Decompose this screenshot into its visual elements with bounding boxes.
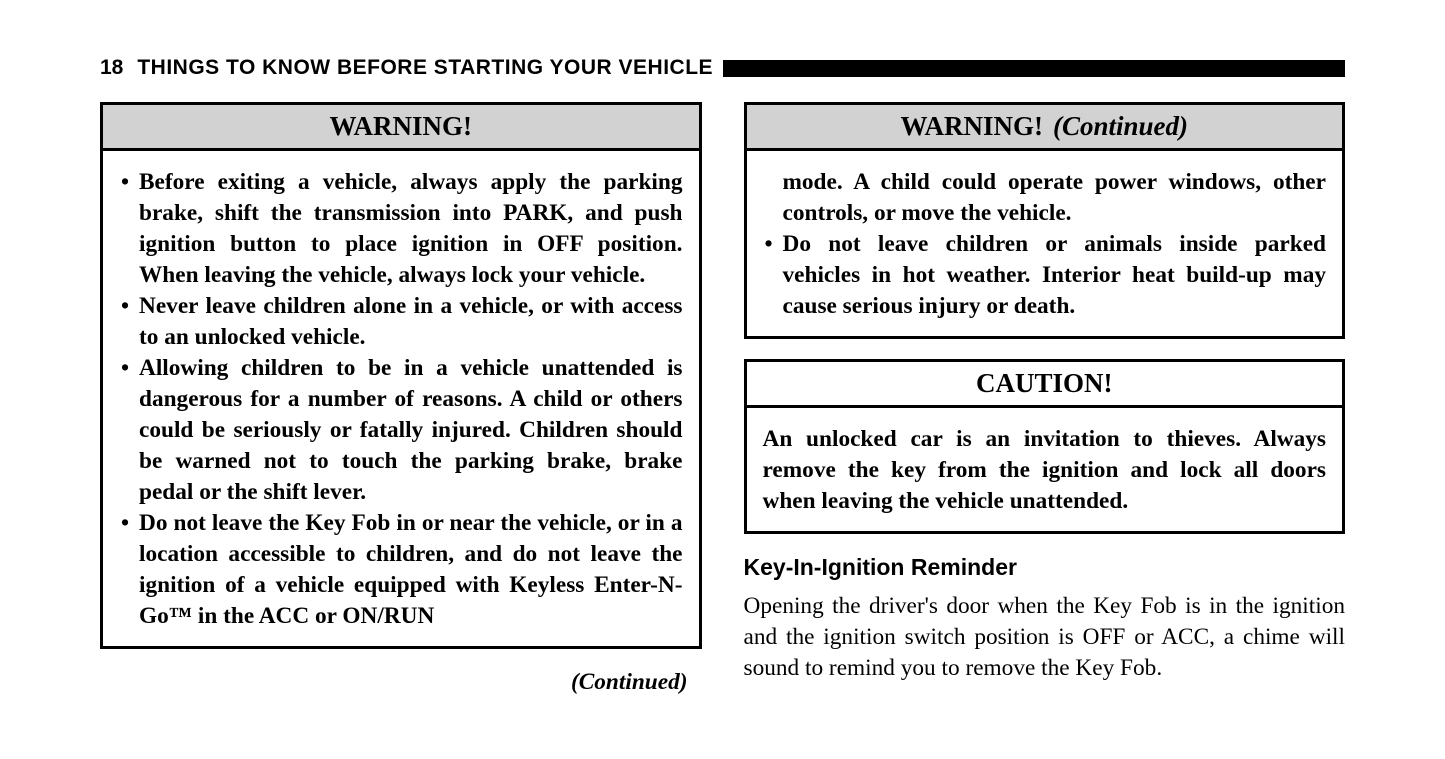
warning-list-item: Before exiting a vehicle, always apply t… (139, 167, 683, 291)
warning-continued-box: WARNING! (Continued) mode. A child could… (744, 102, 1346, 339)
header-divider-bar (723, 60, 1345, 77)
warning-continued-body: mode. A child could operate power window… (747, 151, 1343, 336)
warning-continuation-text: mode. A child could operate power window… (763, 167, 1327, 229)
warning-list-item: Allowing children to be in a vehicle una… (139, 353, 683, 508)
subsection-body: Opening the driver's door when the Key F… (744, 591, 1346, 684)
page-container: 18 THINGS TO KNOW BEFORE STARTING YOUR V… (0, 0, 1445, 716)
two-column-layout: WARNING! Before exiting a vehicle, alway… (100, 102, 1345, 696)
caution-box-header: CAUTION! (747, 362, 1343, 408)
warning-box-header: WARNING! (103, 105, 699, 151)
caution-title: CAUTION! (976, 368, 1113, 398)
warning-box-body: Before exiting a vehicle, always apply t… (103, 151, 699, 646)
left-column: WARNING! Before exiting a vehicle, alway… (100, 102, 702, 696)
warning-list-item: Never leave children alone in a vehicle,… (139, 291, 683, 353)
warning-list-item: Do not leave children or animals inside … (783, 229, 1327, 322)
continued-label: (Continued) (100, 669, 702, 696)
warning-continued-suffix: (Continued) (1053, 111, 1188, 141)
warning-continued-list: Do not leave children or animals inside … (763, 229, 1327, 322)
warning-continued-title: WARNING! (900, 111, 1043, 141)
page-number: 18 (100, 56, 123, 80)
warning-title: WARNING! (329, 111, 472, 141)
section-title: THINGS TO KNOW BEFORE STARTING YOUR VEHI… (137, 56, 713, 80)
subsection-heading: Key-In-Ignition Reminder (744, 554, 1346, 581)
warning-list: Before exiting a vehicle, always apply t… (119, 167, 683, 632)
caution-box-body: An unlocked car is an invitation to thie… (747, 408, 1343, 531)
caution-box: CAUTION! An unlocked car is an invitatio… (744, 359, 1346, 534)
page-header: 18 THINGS TO KNOW BEFORE STARTING YOUR V… (100, 56, 1345, 80)
right-column: WARNING! (Continued) mode. A child could… (744, 102, 1346, 696)
warning-list-item: Do not leave the Key Fob in or near the … (139, 508, 683, 632)
warning-box: WARNING! Before exiting a vehicle, alway… (100, 102, 702, 649)
warning-continued-header: WARNING! (Continued) (747, 105, 1343, 151)
